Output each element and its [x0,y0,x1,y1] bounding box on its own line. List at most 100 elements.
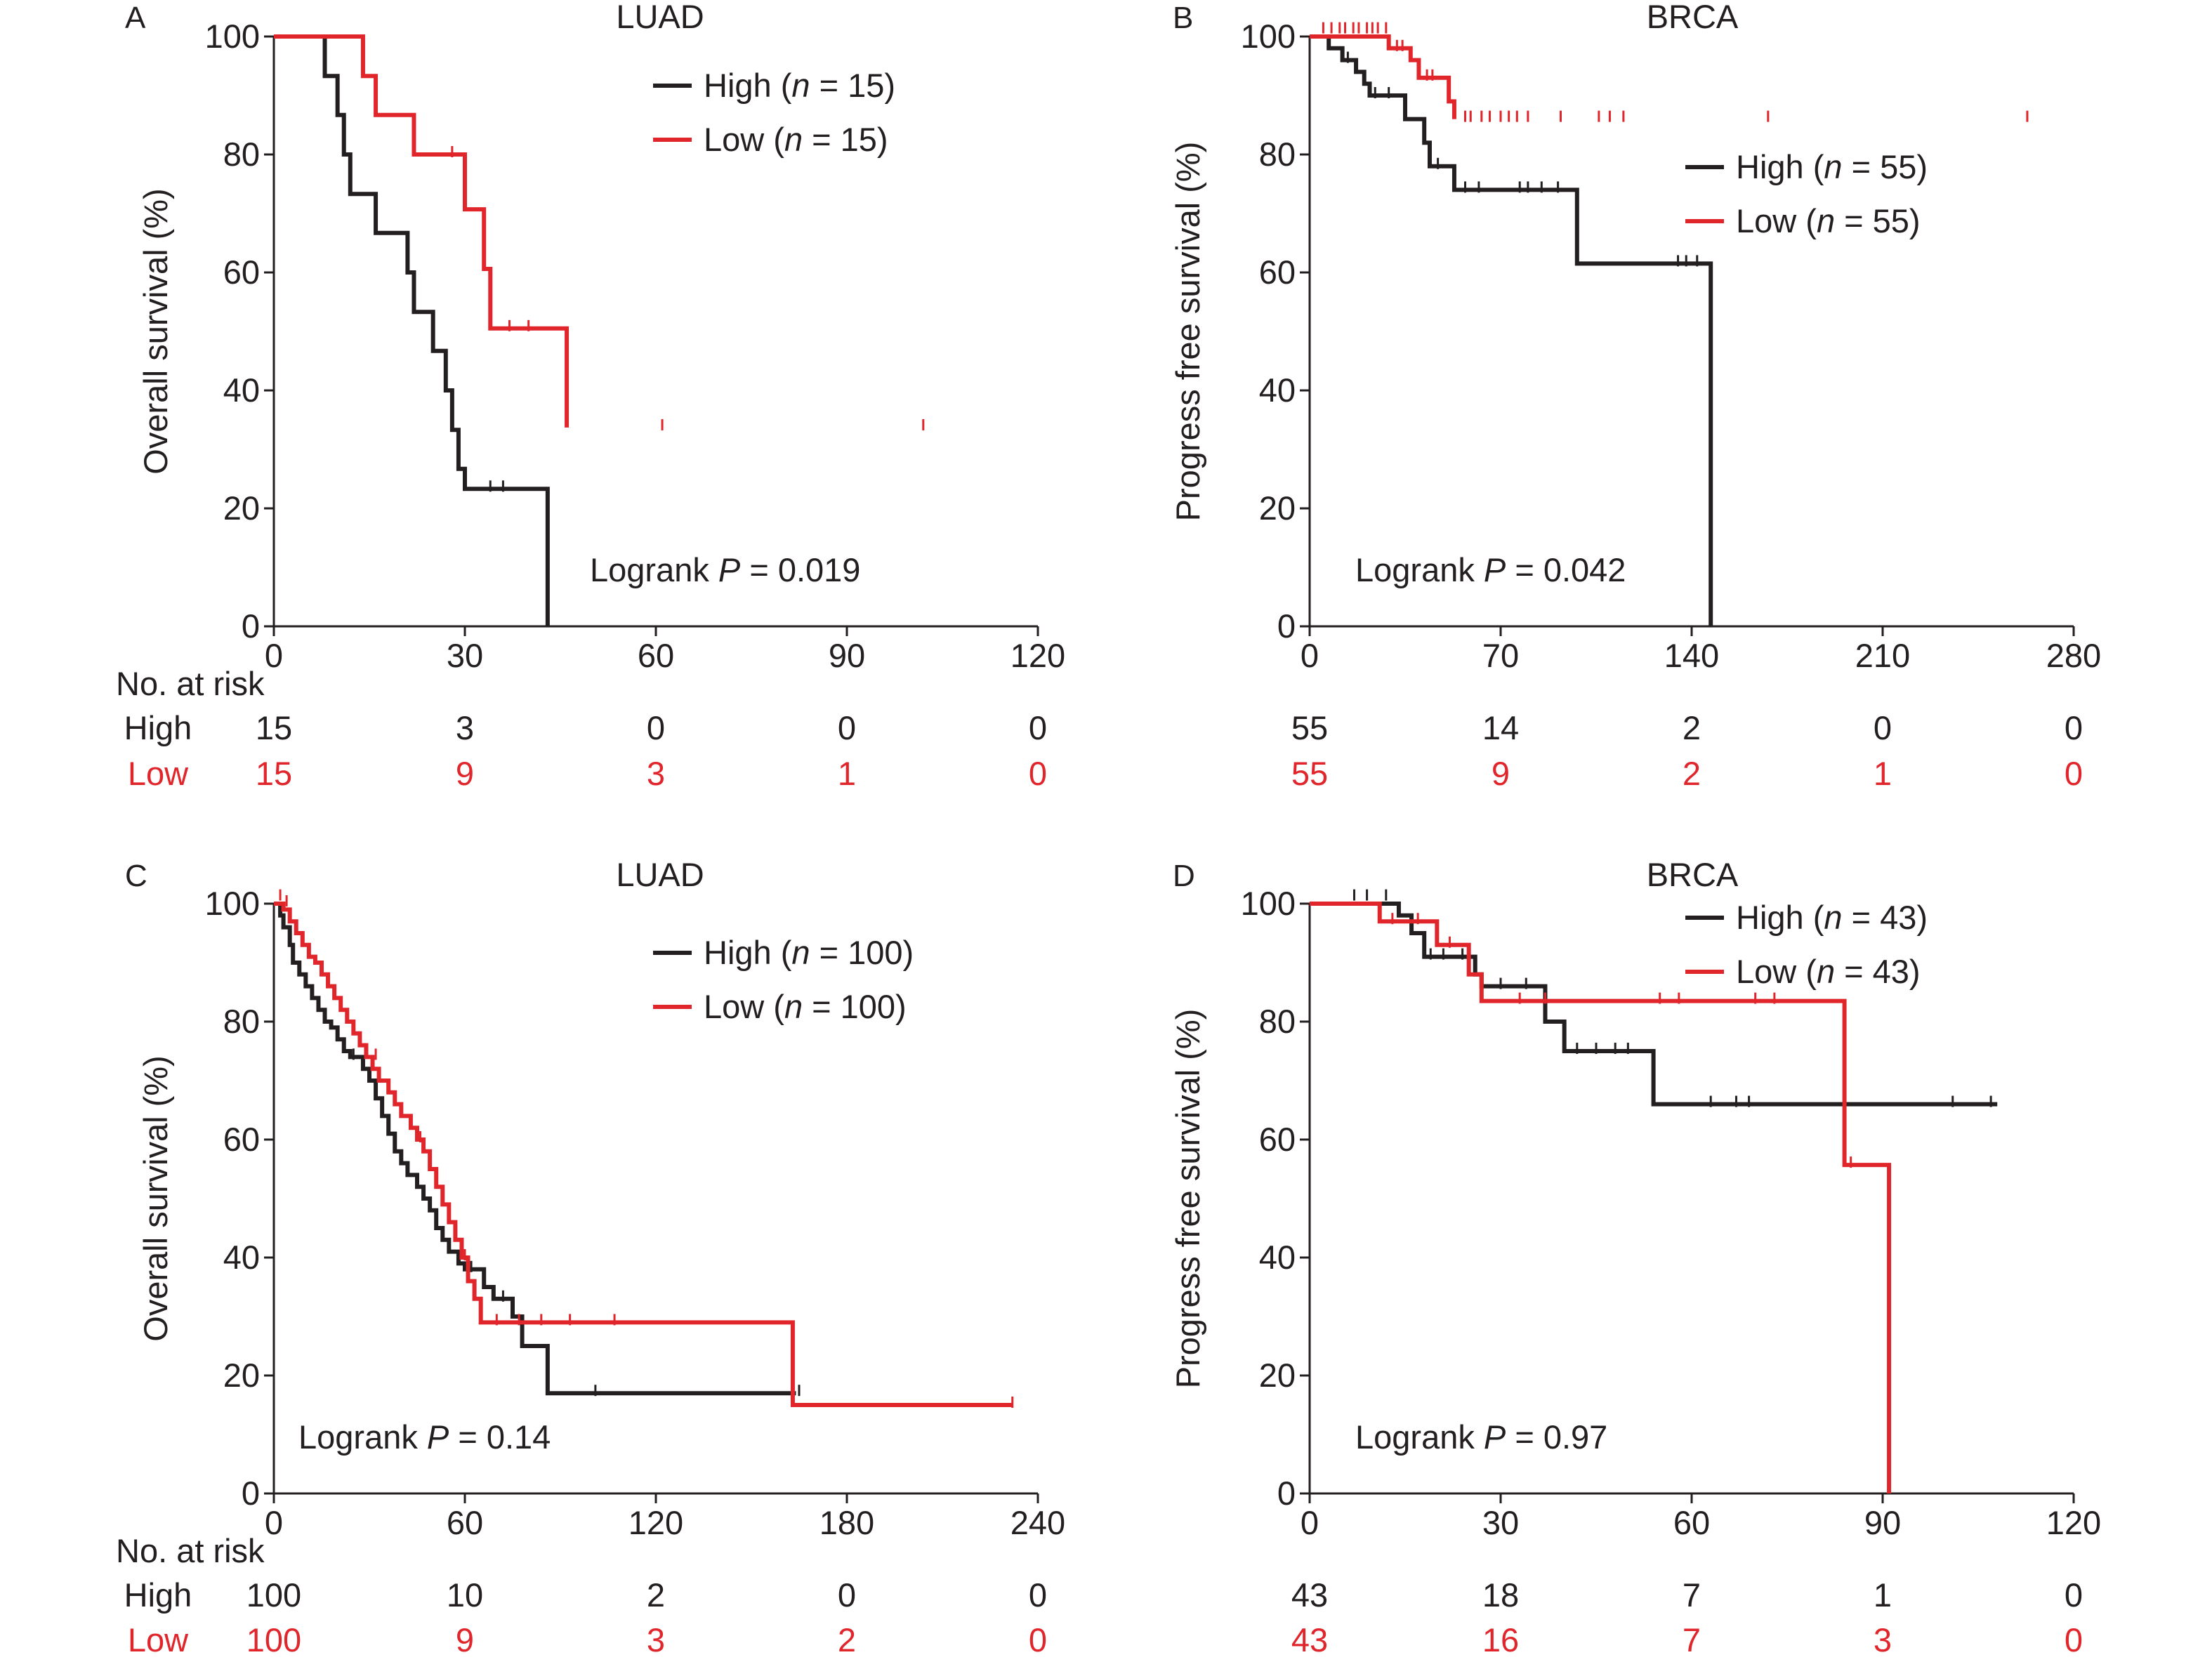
chart-title: BRCA [1647,0,1739,35]
risk-count-low: 0 [2065,1621,2083,1658]
y-tick-label: 0 [1277,1475,1296,1512]
risk-count-high: 0 [838,709,856,746]
x-tick-label: 70 [1482,637,1519,674]
panel-letter: D [1173,859,1195,893]
y-tick-label: 60 [223,253,260,291]
x-tick-label: 180 [819,1504,874,1541]
panel-letter: B [1173,1,1193,35]
risk-row-label-high: High [124,709,192,746]
risk-row-label-low: Low [128,755,189,792]
y-axis-label: Progress free survival (%) [1169,1009,1206,1389]
y-tick-label: 60 [223,1121,260,1158]
chart-title: LUAD [616,856,704,893]
x-tick-label: 60 [638,637,674,674]
x-tick-label: 140 [1664,637,1719,674]
legend-label-high: High (n = 100) [704,934,914,971]
y-tick-label: 60 [1259,1121,1296,1158]
risk-count-low: 3 [647,755,665,792]
risk-count-high: 0 [1029,709,1047,746]
risk-count-high: 0 [2065,1576,2083,1614]
y-tick-label: 20 [223,1357,260,1394]
y-tick-label: 60 [1259,253,1296,291]
risk-count-low: 0 [1029,1621,1047,1658]
risk-table-header: No. at risk [116,1532,265,1569]
risk-table-header: No. at risk [116,665,265,702]
risk-count-low: 3 [647,1621,665,1658]
legend-label-high: High (n = 15) [704,67,895,104]
y-tick-label: 20 [1259,489,1296,527]
risk-count-high: 2 [1683,709,1701,746]
risk-count-high: 10 [447,1576,483,1614]
x-tick-label: 0 [1301,637,1319,674]
risk-count-low: 1 [838,755,856,792]
risk-count-high: 100 [246,1576,301,1614]
legend-label-low: Low (n = 43) [1736,953,1921,990]
legend-label-high: High (n = 55) [1736,148,1928,185]
x-tick-label: 30 [1482,1504,1519,1541]
logrank-pvalue: Logrank P = 0.042 [1355,551,1626,588]
chart-title: LUAD [616,0,704,35]
risk-count-high: 18 [1482,1576,1519,1614]
risk-count-low: 9 [456,1621,474,1658]
x-tick-label: 120 [1010,637,1065,674]
legend-label-high: High (n = 43) [1736,899,1928,936]
x-tick-label: 120 [2046,1504,2101,1541]
y-tick-label: 100 [1241,18,1296,55]
risk-count-low: 7 [1683,1621,1701,1658]
x-tick-label: 0 [265,1504,283,1541]
risk-row-label-high: High [124,1576,192,1614]
risk-count-low: 2 [838,1621,856,1658]
panel-letter: C [125,859,147,893]
chart-title: BRCA [1647,856,1739,893]
risk-count-low: 0 [1029,755,1047,792]
risk-count-low: 2 [1683,755,1701,792]
logrank-pvalue: Logrank P = 0.019 [590,551,860,588]
risk-count-low: 9 [456,755,474,792]
risk-count-high: 43 [1291,1576,1328,1614]
x-tick-label: 90 [1864,1504,1901,1541]
risk-count-low: 1 [1874,755,1892,792]
risk-count-low: 55 [1291,755,1328,792]
logrank-pvalue: Logrank P = 0.97 [1355,1418,1607,1456]
risk-count-high: 3 [456,709,474,746]
y-tick-label: 40 [1259,371,1296,409]
y-tick-label: 100 [205,885,260,922]
legend-label-low: Low (n = 15) [704,121,888,158]
y-tick-label: 40 [223,1239,260,1276]
panel-letter: A [125,1,146,35]
risk-count-low: 0 [2065,755,2083,792]
x-tick-label: 60 [1673,1504,1710,1541]
x-tick-label: 0 [1301,1504,1319,1541]
risk-count-high: 0 [647,709,665,746]
y-tick-label: 40 [223,371,260,409]
risk-count-low: 3 [1874,1621,1892,1658]
survival-curve-low [1310,34,1456,119]
survival-curve-high [274,902,796,1396]
risk-count-high: 7 [1683,1576,1701,1614]
legend-label-low: Low (n = 100) [704,988,907,1025]
risk-count-high: 55 [1291,709,1328,746]
x-tick-label: 120 [628,1504,683,1541]
y-tick-label: 20 [1259,1357,1296,1394]
y-tick-label: 80 [223,1003,260,1040]
risk-count-high: 1 [1874,1576,1892,1614]
risk-count-low: 9 [1492,755,1510,792]
risk-count-high: 0 [1874,709,1892,746]
y-tick-label: 100 [205,18,260,55]
risk-count-high: 0 [1029,1576,1047,1614]
risk-count-low: 43 [1291,1621,1328,1658]
y-tick-label: 80 [223,136,260,173]
x-tick-label: 30 [447,637,483,674]
risk-count-high: 2 [647,1576,665,1614]
x-tick-label: 90 [829,637,865,674]
risk-count-high: 0 [2065,709,2083,746]
risk-count-high: 0 [838,1576,856,1614]
x-tick-label: 60 [447,1504,483,1541]
y-tick-label: 0 [242,607,260,645]
x-tick-label: 280 [2046,637,2101,674]
risk-count-low: 100 [246,1621,301,1658]
x-tick-label: 0 [265,637,283,674]
